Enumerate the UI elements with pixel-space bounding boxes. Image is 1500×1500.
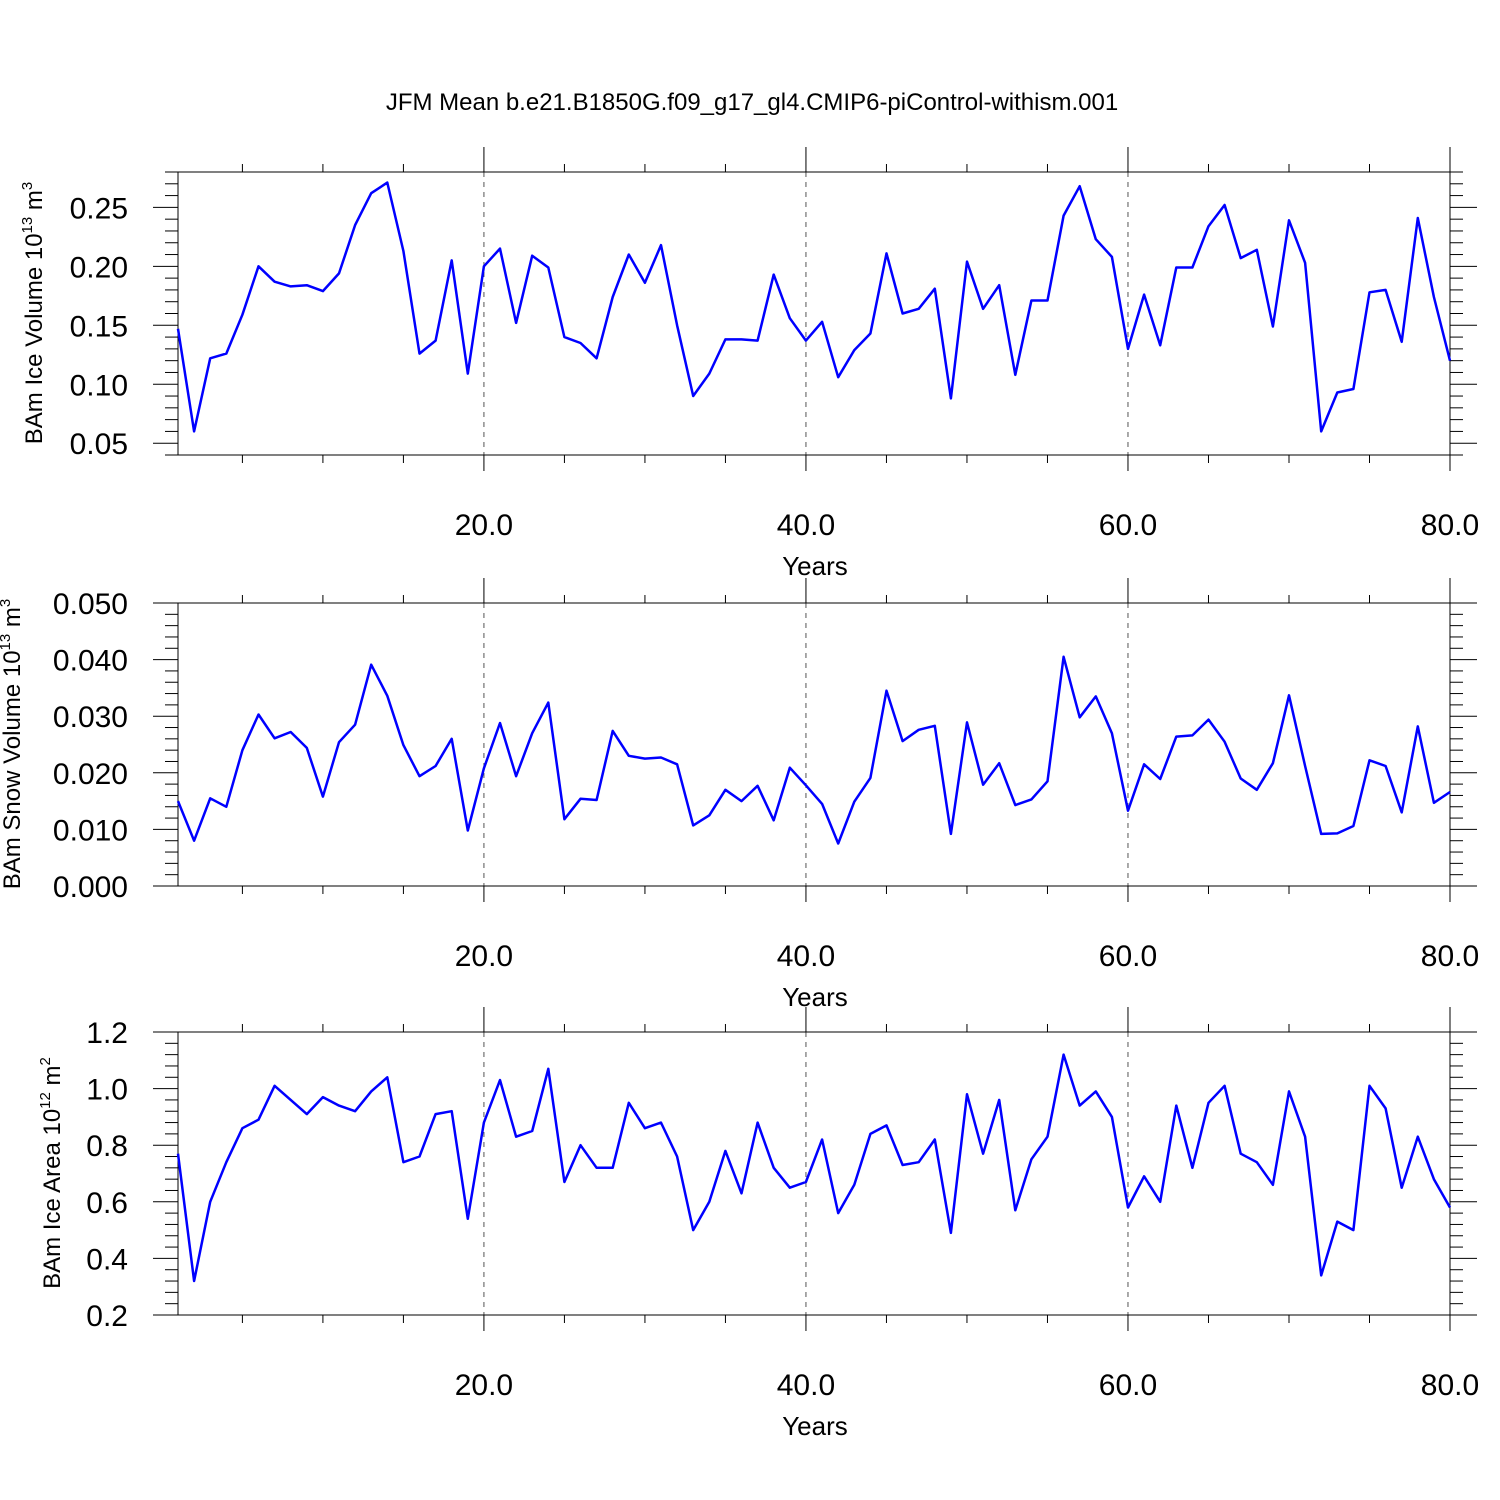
y-tick-label: 0.20 [70,251,128,284]
x-tick-label: 60.0 [1099,1369,1157,1402]
panel-3: 20.0 40.0 60.0 80.0 0.2 0.4 0.6 0.8 1.0 1.2 Years B… [37,1007,1479,1441]
y-tick-label: 1.2 [86,1017,128,1050]
y-tick-label: 0.8 [86,1130,128,1163]
x-tick-label: 80.0 [1421,509,1479,542]
panel-2: 20.0 40.0 60.0 80.0 0.000 0.010 0.020 0.030 0.04… [0,578,1479,1012]
x-tick-label: 40.0 [777,509,835,542]
chart-panels: 20.0 40.0 60.0 80.0 0.05 0.10 0.15 0.20 0.25 Year… [0,147,1479,1441]
x-tick-label: 40.0 [777,940,835,973]
y-tick-label: 0.050 [53,588,128,621]
y-tick-label: 0.4 [86,1243,128,1276]
series-line [176,181,1452,433]
x-tick-label: 20.0 [455,1369,513,1402]
y-tick-label: 0.010 [53,814,128,847]
y-tick-label: 0.020 [53,758,128,791]
chart-title: JFM Mean b.e21.B1850G.f09_g17_gl4.CMIP6-… [386,89,1118,116]
y-tick-label: 0.10 [70,369,128,402]
x-tick-label: 20.0 [455,940,513,973]
plot-frame [177,602,1451,887]
y-tick-label: 0.2 [86,1300,128,1333]
y-tick-label: 0.000 [53,871,128,904]
x-tick-label: 20.0 [455,509,513,542]
y-tick-label: 0.15 [70,310,128,343]
y-axis-title: BAm Ice Volume 1013 m3 [19,182,48,444]
x-axis-title: Years [782,1411,848,1441]
y-tick-label: 0.030 [53,701,128,734]
y-tick-label: 0.6 [86,1187,128,1220]
y-tick-label: 1.0 [86,1074,128,1107]
y-tick-label: 0.05 [70,428,128,461]
x-tick-label: 60.0 [1099,940,1157,973]
series-line [176,1053,1452,1283]
x-axis-title: Years [782,551,848,581]
x-tick-label: 60.0 [1099,509,1157,542]
y-axis-title: BAm Ice Area 1012 m2 [37,1057,66,1289]
x-tick-label: 40.0 [777,1369,835,1402]
panel-1: 20.0 40.0 60.0 80.0 0.05 0.10 0.15 0.20 0.25 Year… [19,147,1479,581]
series-line [176,655,1451,845]
plot-frame [177,171,1451,456]
y-axis-title: BAm Snow Volume 1013 m3 [0,599,26,890]
plot-frame [177,1031,1451,1316]
y-tick-label: 0.040 [53,645,128,678]
x-axis-title: Years [782,982,848,1012]
y-tick-label: 0.25 [70,192,128,225]
x-tick-label: 80.0 [1421,940,1479,973]
x-tick-label: 80.0 [1421,1369,1479,1402]
